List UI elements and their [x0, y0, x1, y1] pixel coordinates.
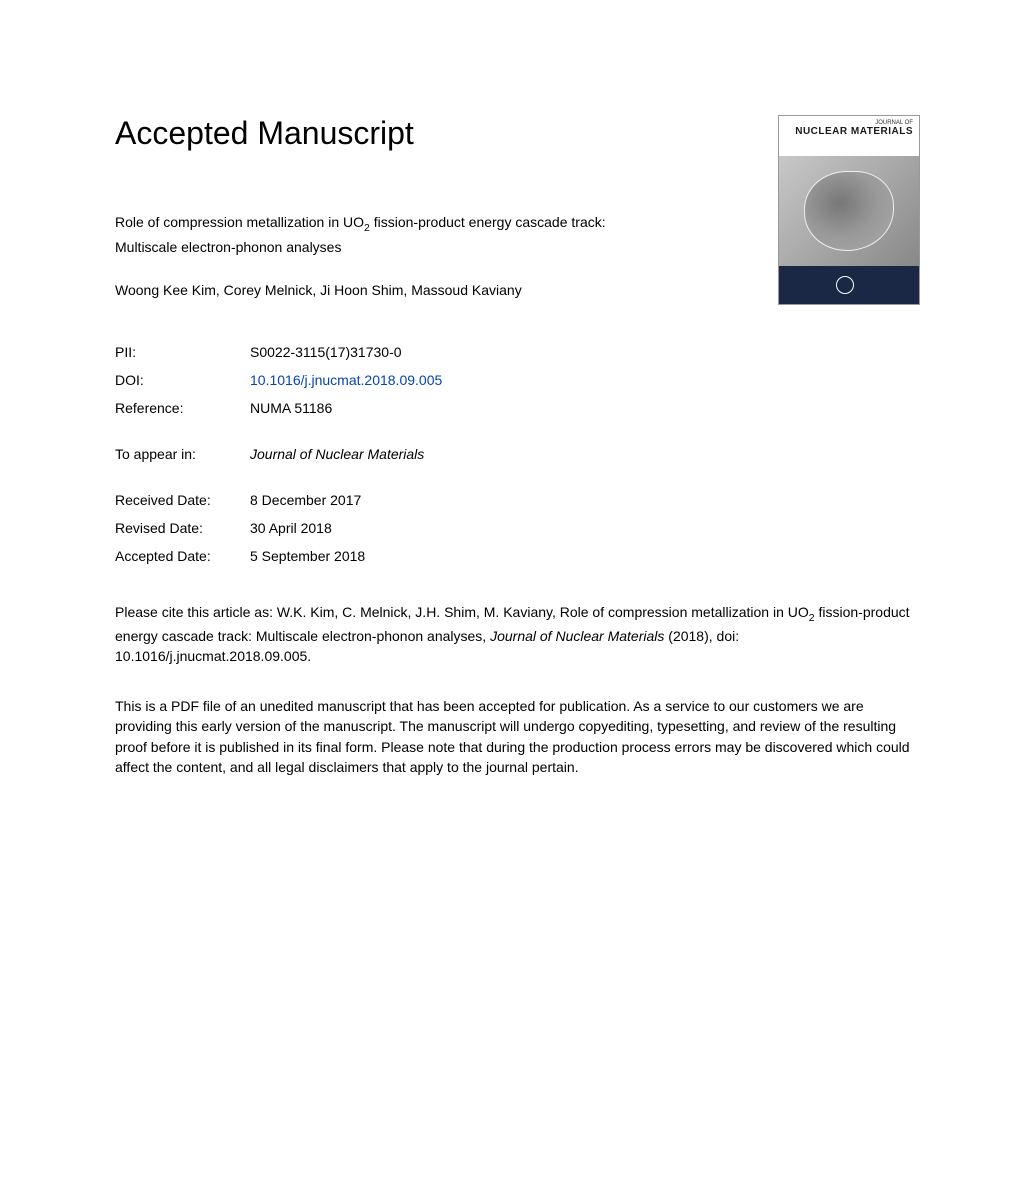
- disclaimer-text: This is a PDF file of an unedited manusc…: [115, 696, 920, 777]
- journal-cover-thumbnail: JOURNAL OF NUCLEAR MATERIALS: [778, 115, 920, 305]
- citation-journal-name: Journal of Nuclear Materials: [490, 628, 664, 644]
- reference-row: Reference: NUMA 51186: [115, 394, 920, 422]
- revised-value: 30 April 2018: [250, 514, 332, 542]
- accepted-row: Accepted Date: 5 September 2018: [115, 542, 920, 570]
- cover-footer: [779, 266, 919, 304]
- received-row: Received Date: 8 December 2017: [115, 486, 920, 514]
- citation-text: Please cite this article as: W.K. Kim, C…: [115, 602, 920, 667]
- article-title: Role of compression metallization in UO2…: [115, 212, 705, 258]
- title-line1-post: fission-product energy cascade track:: [370, 214, 606, 230]
- pii-label: PII:: [115, 338, 250, 366]
- revised-row: Revised Date: 30 April 2018: [115, 514, 920, 542]
- reference-label: Reference:: [115, 394, 250, 422]
- accepted-label: Accepted Date:: [115, 542, 250, 570]
- title-line1-pre: Role of compression metallization in UO: [115, 214, 364, 230]
- appear-row: To appear in: Journal of Nuclear Materia…: [115, 440, 920, 468]
- cover-image: [779, 156, 919, 266]
- cover-illustration: [804, 171, 894, 251]
- appear-value: Journal of Nuclear Materials: [250, 440, 424, 468]
- metadata-block-2: To appear in: Journal of Nuclear Materia…: [115, 440, 920, 468]
- received-value: 8 December 2017: [250, 486, 361, 514]
- metadata-block-1: PII: S0022-3115(17)31730-0 DOI: 10.1016/…: [115, 338, 920, 422]
- doi-link[interactable]: 10.1016/j.jnucmat.2018.09.005: [250, 366, 442, 394]
- cover-journal-title: NUCLEAR MATERIALS: [785, 126, 913, 137]
- cover-header: JOURNAL OF NUCLEAR MATERIALS: [779, 116, 919, 156]
- pii-row: PII: S0022-3115(17)31730-0: [115, 338, 920, 366]
- received-label: Received Date:: [115, 486, 250, 514]
- reference-value: NUMA 51186: [250, 394, 332, 422]
- doi-row: DOI: 10.1016/j.jnucmat.2018.09.005: [115, 366, 920, 394]
- appear-label: To appear in:: [115, 440, 250, 468]
- accepted-value: 5 September 2018: [250, 542, 365, 570]
- citation-part1: Please cite this article as: W.K. Kim, C…: [115, 604, 809, 620]
- doi-label: DOI:: [115, 366, 250, 394]
- manuscript-page: Accepted Manuscript JOURNAL OF NUCLEAR M…: [0, 0, 1020, 837]
- metadata-block-3: Received Date: 8 December 2017 Revised D…: [115, 486, 920, 570]
- pii-value: S0022-3115(17)31730-0: [250, 338, 402, 366]
- revised-label: Revised Date:: [115, 514, 250, 542]
- title-line2: Multiscale electron-phonon analyses: [115, 239, 341, 255]
- publisher-icon: [836, 276, 854, 294]
